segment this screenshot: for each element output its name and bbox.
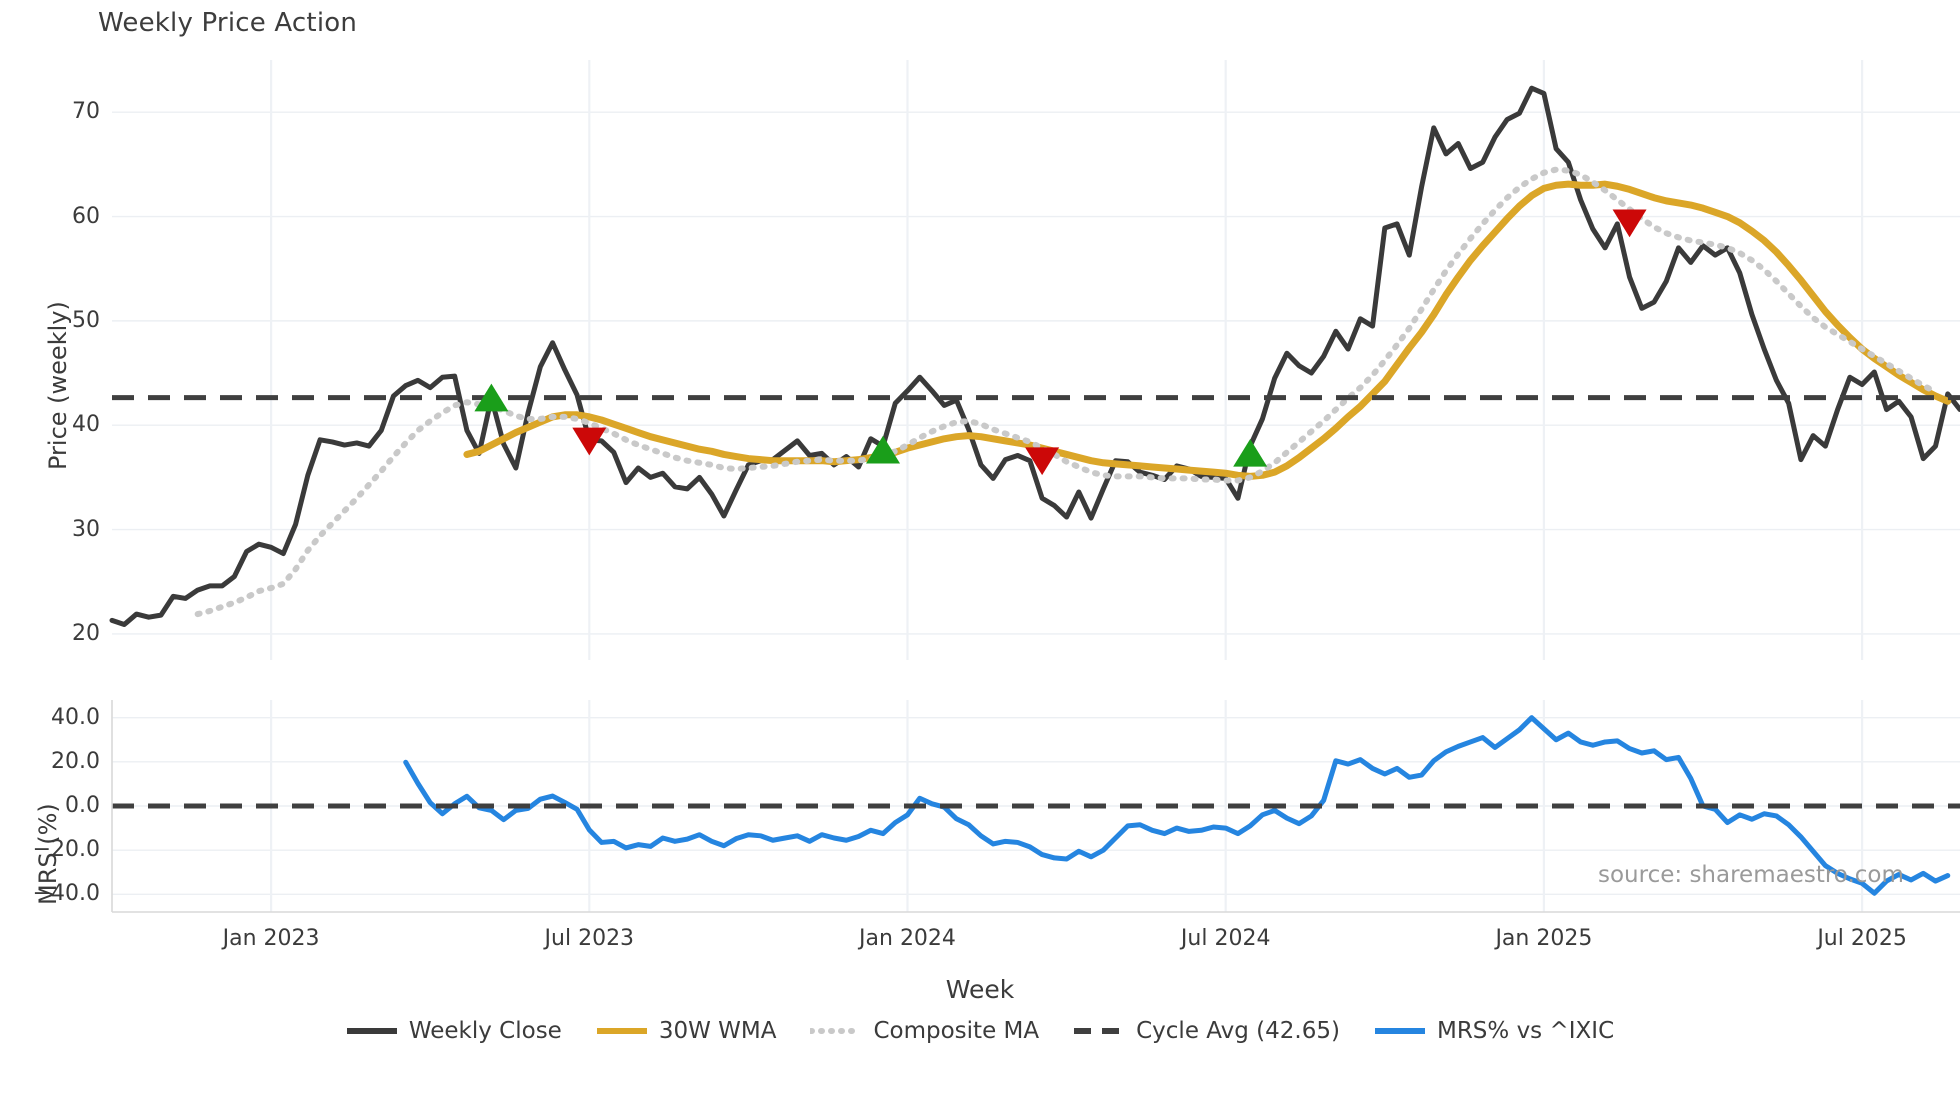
legend-item-wma[interactable]: 30W WMA bbox=[596, 1018, 777, 1044]
legend-item-mrs[interactable]: MRS% vs ^IXIC bbox=[1374, 1018, 1614, 1044]
y-tick-label: −20.0 bbox=[32, 837, 100, 863]
y-tick-label: 0.0 bbox=[65, 793, 100, 818]
legend-swatch-cycle-avg bbox=[1073, 1021, 1125, 1041]
y-tick-label: 70 bbox=[72, 99, 100, 125]
legend-label: Composite MA bbox=[873, 1018, 1040, 1044]
series-line bbox=[403, 715, 1951, 896]
y-tick-label: 40 bbox=[72, 412, 100, 438]
legend-item-cycle-avg[interactable]: Cycle Avg (42.65) bbox=[1073, 1018, 1340, 1044]
legend-item-composite-ma[interactable]: Composite MA bbox=[810, 1018, 1039, 1044]
sell-signal-marker bbox=[1025, 447, 1060, 476]
legend-swatch-mrs bbox=[1374, 1021, 1426, 1041]
legend-label: Weekly Close bbox=[408, 1018, 562, 1044]
legend-label: Cycle Avg (42.65) bbox=[1136, 1018, 1340, 1044]
series-line bbox=[109, 85, 1960, 628]
price-chart-svg bbox=[109, 60, 1960, 660]
source-watermark: source: sharemaestro.com bbox=[1598, 862, 1904, 888]
page-title: Weekly Price Action bbox=[98, 8, 358, 38]
sell-signal-marker bbox=[1612, 209, 1647, 238]
legend-swatch-weekly-close bbox=[346, 1021, 398, 1041]
buy-signal-marker bbox=[866, 435, 901, 464]
x-tick-label: Jul 2024 bbox=[1180, 926, 1271, 951]
y-tick-label: 40.0 bbox=[51, 704, 100, 730]
legend-swatch-composite-ma bbox=[810, 1021, 863, 1041]
x-axis-label: Week bbox=[945, 975, 1015, 1004]
y-tick-label: 30 bbox=[72, 516, 100, 542]
buy-signal-marker bbox=[474, 383, 509, 412]
y-tick-label: 20 bbox=[72, 620, 100, 646]
x-tick-label: Jul 2025 bbox=[1817, 926, 1907, 951]
y-tick-label: −40.0 bbox=[32, 881, 100, 907]
legend-label: 30W WMA bbox=[658, 1018, 777, 1044]
y-tick-label: 60 bbox=[72, 203, 100, 229]
x-tick-label: Jan 2025 bbox=[1495, 926, 1593, 951]
legend-label: MRS% vs ^IXIC bbox=[1436, 1018, 1615, 1044]
buy-signal-marker bbox=[1233, 438, 1268, 467]
legend-swatch-wma bbox=[596, 1021, 648, 1041]
x-tick-label: Jul 2023 bbox=[544, 926, 635, 951]
sell-signal-marker bbox=[572, 427, 607, 456]
mrs-chart-svg bbox=[111, 700, 1960, 913]
x-tick-label: Jan 2024 bbox=[859, 926, 956, 951]
chart-legend: Weekly Close 30W WMA Composite MA Cycle Avg… bbox=[0, 1018, 1960, 1044]
series-line bbox=[463, 180, 1952, 480]
y-tick-label: 50 bbox=[72, 307, 100, 333]
legend-item-weekly-close[interactable]: Weekly Close bbox=[346, 1018, 562, 1044]
x-tick-label: Jan 2023 bbox=[222, 926, 320, 951]
price-plot-area bbox=[109, 60, 1960, 660]
mrs-plot-area bbox=[111, 700, 1960, 913]
y-tick-label: 20.0 bbox=[51, 748, 100, 774]
